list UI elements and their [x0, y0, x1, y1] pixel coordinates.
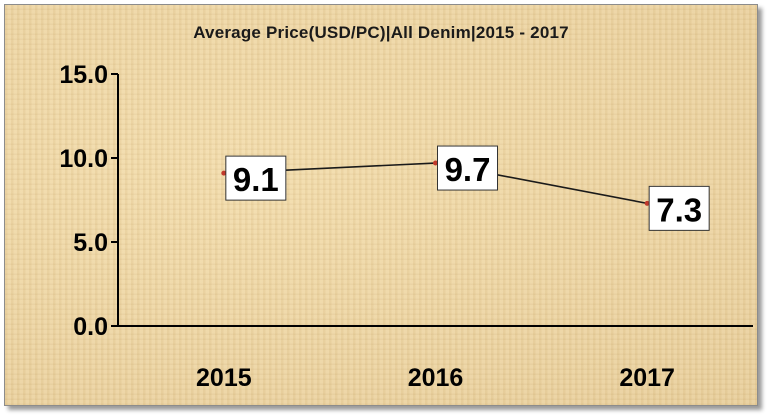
data-label-box: [437, 145, 498, 191]
data-label: 9.7: [445, 151, 491, 188]
x-tick-label: 2015: [196, 364, 252, 392]
y-tick-label: 15.0: [59, 61, 108, 89]
chart-frame: Average Price(USD/PC)|All Denim|2015 - 2…: [4, 4, 758, 406]
y-tick-label: 5.0: [73, 229, 108, 257]
data-point: [221, 170, 227, 176]
data-label-box: [648, 185, 710, 231]
data-point: [433, 160, 438, 166]
x-tick-label: 2016: [408, 364, 464, 392]
chart-title: Average Price(USD/PC)|All Denim|2015 - 2…: [193, 23, 569, 42]
data-point: [644, 200, 650, 206]
data-label: 7.3: [656, 191, 702, 228]
data-label-box: [225, 155, 287, 201]
series-line: [223, 162, 648, 205]
line-chart: 0.0 5.0 10.0 15.0 2015 2016 2017 9.1 9.7 7.3: [59, 61, 753, 392]
y-tick-label: 10.0: [59, 145, 108, 173]
data-label: 9.1: [233, 161, 279, 198]
x-tick-label: 2017: [619, 364, 675, 392]
y-tick-label: 0.0: [73, 313, 108, 341]
